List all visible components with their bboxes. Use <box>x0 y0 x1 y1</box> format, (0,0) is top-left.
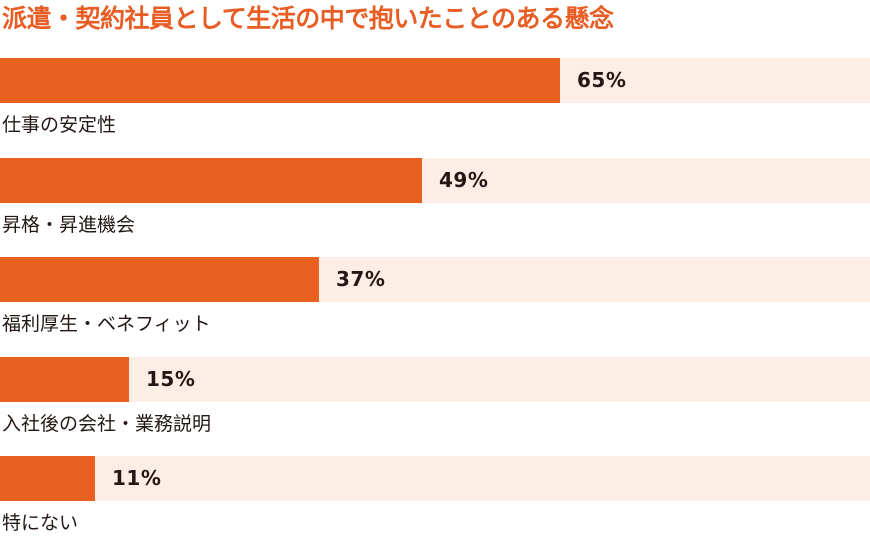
bar-value-label: 49% <box>439 168 489 192</box>
bar-fill <box>0 58 560 103</box>
category-label: 入社後の会社・業務説明 <box>2 413 212 435</box>
category-label: 特にない <box>2 512 79 534</box>
category-label: 昇格・昇進機会 <box>2 214 136 236</box>
bar-fill <box>0 158 422 203</box>
bar-fill <box>0 257 319 302</box>
bar-value-label: 65% <box>577 68 627 92</box>
bar-fill <box>0 357 129 402</box>
bar-track <box>0 357 870 402</box>
chart-title: 派遣・契約社員として生活の中で抱いたことのある懸念 <box>2 4 614 33</box>
bar-value-label: 15% <box>146 367 196 391</box>
bar-value-label: 11% <box>112 466 162 490</box>
category-label: 仕事の安定性 <box>2 114 117 136</box>
bar-track <box>0 456 870 501</box>
bar-value-label: 37% <box>336 267 386 291</box>
bar-fill <box>0 456 95 501</box>
category-label: 福利厚生・ベネフィット <box>2 313 211 335</box>
